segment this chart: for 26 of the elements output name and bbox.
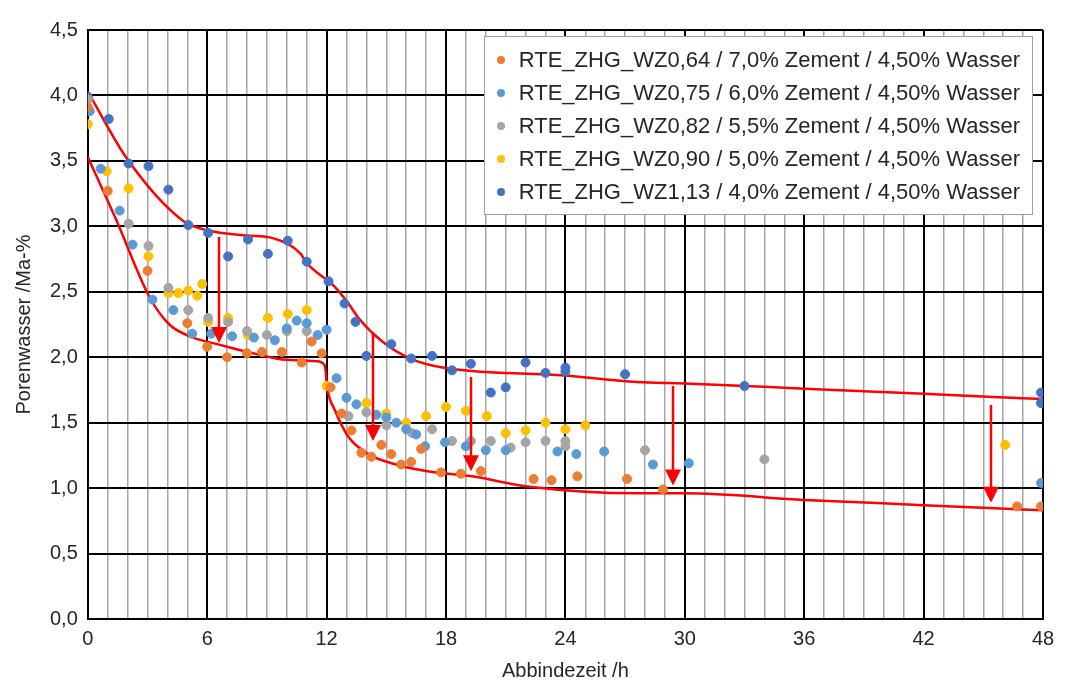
- legend-label: RTE_ZHG_WZ1,13 / 4,0% Zement / 4,50% Wasser: [518, 178, 1020, 205]
- y-tick-label: 4,0: [49, 82, 78, 105]
- legend-label: RTE_ZHG_WZ0,75 / 6,0% Zement / 4,50% Wasser: [518, 79, 1020, 106]
- x-axis-title: Abbindezeit /h: [502, 658, 629, 681]
- y-tick-label: 4,5: [49, 17, 78, 40]
- legend-label: RTE_ZHG_WZ0,64 / 7,0% Zement / 4,50% Wasser: [518, 46, 1020, 73]
- y-tick-label: 0,5: [49, 541, 78, 564]
- y-tick-label: 2,0: [49, 344, 78, 367]
- x-tick-label: 48: [1031, 626, 1055, 649]
- y-tick-label: 1,5: [49, 410, 78, 433]
- y-tick-label: 3,0: [49, 213, 78, 236]
- legend-label: RTE_ZHG_WZ0,90 / 5,0% Zement / 4,50% Wasser: [518, 145, 1020, 172]
- x-tick-label: 30: [673, 626, 696, 649]
- x-tick-label: 6: [201, 626, 213, 649]
- y-tick-label: 1,0: [49, 475, 78, 498]
- x-tick-label: 36: [793, 626, 816, 649]
- x-tick-label: 12: [315, 626, 338, 649]
- y-axis-title: Porenwasser /Ma-%: [11, 234, 34, 415]
- y-tick-label: 2,5: [49, 279, 78, 302]
- x-tick-label: 42: [912, 626, 935, 649]
- x-tick-label: 18: [434, 626, 458, 649]
- y-tick-label: 3,5: [49, 148, 78, 171]
- y-tick-label: 0,0: [49, 606, 78, 629]
- legend-label: RTE_ZHG_WZ0,82 / 5,5% Zement / 4,50% Wasser: [518, 112, 1020, 139]
- x-tick-label: 24: [554, 626, 577, 649]
- x-tick-label: 0: [82, 626, 94, 649]
